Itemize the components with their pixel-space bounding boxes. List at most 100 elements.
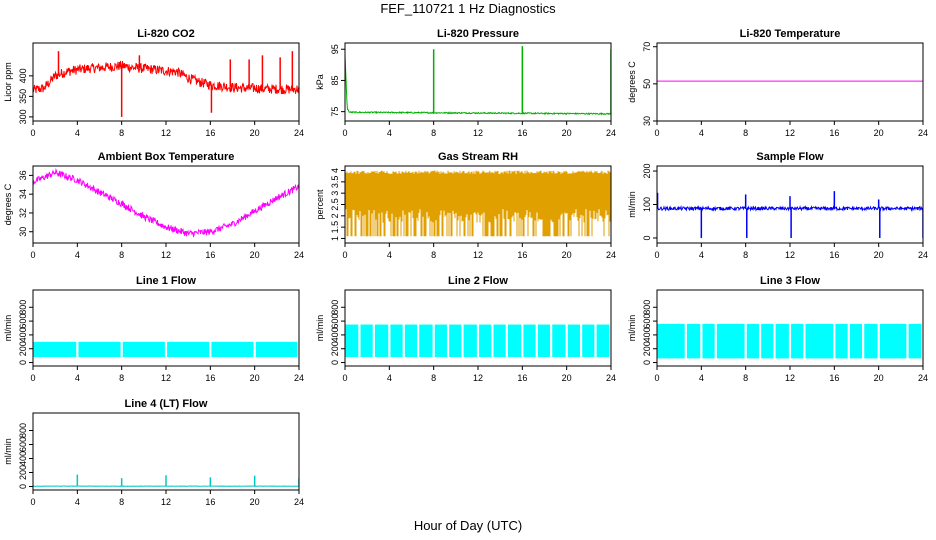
panel-title-0: Li-820 CO2 xyxy=(137,28,194,40)
y-axis-label-4: percent xyxy=(315,189,325,220)
plot-frame-3 xyxy=(32,165,300,244)
y-tick-label-4-4: 3 xyxy=(330,191,340,196)
y-axis-label-9: ml/min xyxy=(3,438,13,465)
y-axis-label-6: ml/min xyxy=(3,315,13,342)
series-band-7-17 xyxy=(596,324,610,358)
x-tick-label-7-5: 20 xyxy=(562,373,572,383)
x-tick-label-5-6: 24 xyxy=(918,250,928,260)
x-tick-label-1-3: 12 xyxy=(473,128,483,138)
x-tick-label-1-1: 4 xyxy=(387,128,392,138)
y-tick-label-5-1: 100 xyxy=(642,197,652,212)
x-tick-label-7-1: 4 xyxy=(387,373,392,383)
x-tick-label-0-2: 8 xyxy=(119,128,124,138)
panel-title-4: Gas Stream RH xyxy=(438,151,518,163)
series-band-7-5 xyxy=(419,324,433,358)
x-tick-label-2-4: 16 xyxy=(829,128,839,138)
x-tick-label-2-2: 8 xyxy=(743,128,748,138)
y-tick-label-4-2: 2 xyxy=(330,213,340,218)
y-axis-label-3: degrees C xyxy=(3,183,13,225)
x-tick-label-9-1: 4 xyxy=(75,497,80,507)
y-tick-label-6-1: 200 xyxy=(18,341,28,356)
x-tick-label-8-0: 0 xyxy=(654,373,659,383)
x-tick-label-4-3: 12 xyxy=(473,250,483,260)
x-tick-label-4-2: 8 xyxy=(431,250,436,260)
y-tick-label-7-0: 0 xyxy=(330,360,340,365)
y-tick-label-4-6: 4 xyxy=(330,168,340,173)
x-tick-label-1-0: 0 xyxy=(342,128,347,138)
x-tick-label-0-6: 24 xyxy=(294,128,304,138)
y-tick-label-9-2: 400 xyxy=(18,451,28,466)
y-tick-label-8-2: 400 xyxy=(642,327,652,342)
series-band-7-10 xyxy=(493,324,506,358)
series-band-8-10 xyxy=(849,323,863,359)
panel-title-5: Sample Flow xyxy=(756,151,824,163)
panel-0: Li-820 CO2 0 4 8 12 16 20 24 300 350 400 Licor ppm xyxy=(3,28,304,138)
panel-3: Ambient Box Temperature 0 4 8 12 16 20 24 30 32 34… xyxy=(3,151,304,260)
plot-frame-1 xyxy=(344,42,612,122)
x-tick-label-6-3: 12 xyxy=(161,373,171,383)
x-tick-label-6-0: 0 xyxy=(30,373,35,383)
series-band-7-3 xyxy=(390,324,403,358)
x-tick-label-6-6: 24 xyxy=(294,373,304,383)
series-band-8-13 xyxy=(908,323,922,359)
y-tick-label-8-1: 200 xyxy=(642,341,652,356)
series-band-7-4 xyxy=(404,324,418,358)
x-tick-label-0-3: 12 xyxy=(161,128,171,138)
x-tick-label-0-0: 0 xyxy=(30,128,35,138)
y-tick-label-5-0: 0 xyxy=(642,235,652,240)
y-tick-label-7-3: 600 xyxy=(330,314,340,329)
x-tick-label-7-4: 16 xyxy=(517,373,527,383)
x-tick-label-8-6: 24 xyxy=(918,373,928,383)
y-tick-label-6-3: 600 xyxy=(18,314,28,329)
y-tick-label-8-4: 800 xyxy=(642,300,652,315)
y-axis-label-5: ml/min xyxy=(627,191,637,218)
series-band-7-13 xyxy=(537,324,551,358)
panel-title-8: Line 3 Flow xyxy=(760,275,820,287)
y-tick-label-1-1: 85 xyxy=(330,75,340,85)
x-tick-label-6-2: 8 xyxy=(119,373,124,383)
x-tick-label-5-0: 0 xyxy=(654,250,659,260)
series-band-8-5 xyxy=(761,323,774,359)
y-tick-label-3-3: 36 xyxy=(18,170,28,180)
series-band-6-2 xyxy=(122,341,165,358)
y-axis-label-2: degrees C xyxy=(627,61,637,103)
x-tick-label-3-4: 16 xyxy=(205,250,215,260)
y-tick-label-8-3: 600 xyxy=(642,314,652,329)
x-tick-label-7-3: 12 xyxy=(473,373,483,383)
plot-area-7 xyxy=(345,324,610,358)
panel-1: Li-820 Pressure 0 4 8 12 16 20 24 75 85 95 kPa xyxy=(315,28,616,138)
plot-area-5 xyxy=(657,191,923,238)
y-tick-label-6-0: 0 xyxy=(18,360,28,365)
series-line-4 xyxy=(345,170,611,237)
y-tick-label-9-0: 0 xyxy=(18,484,28,489)
y-tick-label-2-2: 70 xyxy=(642,42,652,52)
y-tick-label-5-2: 200 xyxy=(642,164,652,179)
x-tick-label-2-1: 4 xyxy=(699,128,704,138)
plot-area-4 xyxy=(345,170,611,237)
series-line-1 xyxy=(345,55,611,116)
y-tick-label-3-2: 34 xyxy=(18,189,28,199)
x-tick-label-8-5: 20 xyxy=(874,373,884,383)
y-tick-label-3-0: 30 xyxy=(18,227,28,237)
series-band-6-1 xyxy=(78,341,121,358)
panel-title-9: Line 4 (LT) Flow xyxy=(125,398,208,410)
y-tick-label-0-1: 350 xyxy=(18,89,28,104)
series-band-8-6 xyxy=(775,323,789,359)
x-tick-label-3-2: 8 xyxy=(119,250,124,260)
x-tick-label-8-3: 12 xyxy=(785,373,795,383)
plot-frame-2 xyxy=(656,42,924,122)
y-tick-label-1-2: 95 xyxy=(330,44,340,54)
series-band-8-1 xyxy=(686,323,701,359)
plot-area-6 xyxy=(33,341,298,358)
x-tick-label-5-1: 4 xyxy=(699,250,704,260)
y-tick-label-9-4: 800 xyxy=(18,423,28,438)
series-line-3 xyxy=(33,167,299,238)
x-tick-label-2-5: 20 xyxy=(874,128,884,138)
series-band-8-7 xyxy=(791,323,804,359)
series-band-8-3 xyxy=(716,323,745,359)
x-tick-label-5-4: 16 xyxy=(829,250,839,260)
